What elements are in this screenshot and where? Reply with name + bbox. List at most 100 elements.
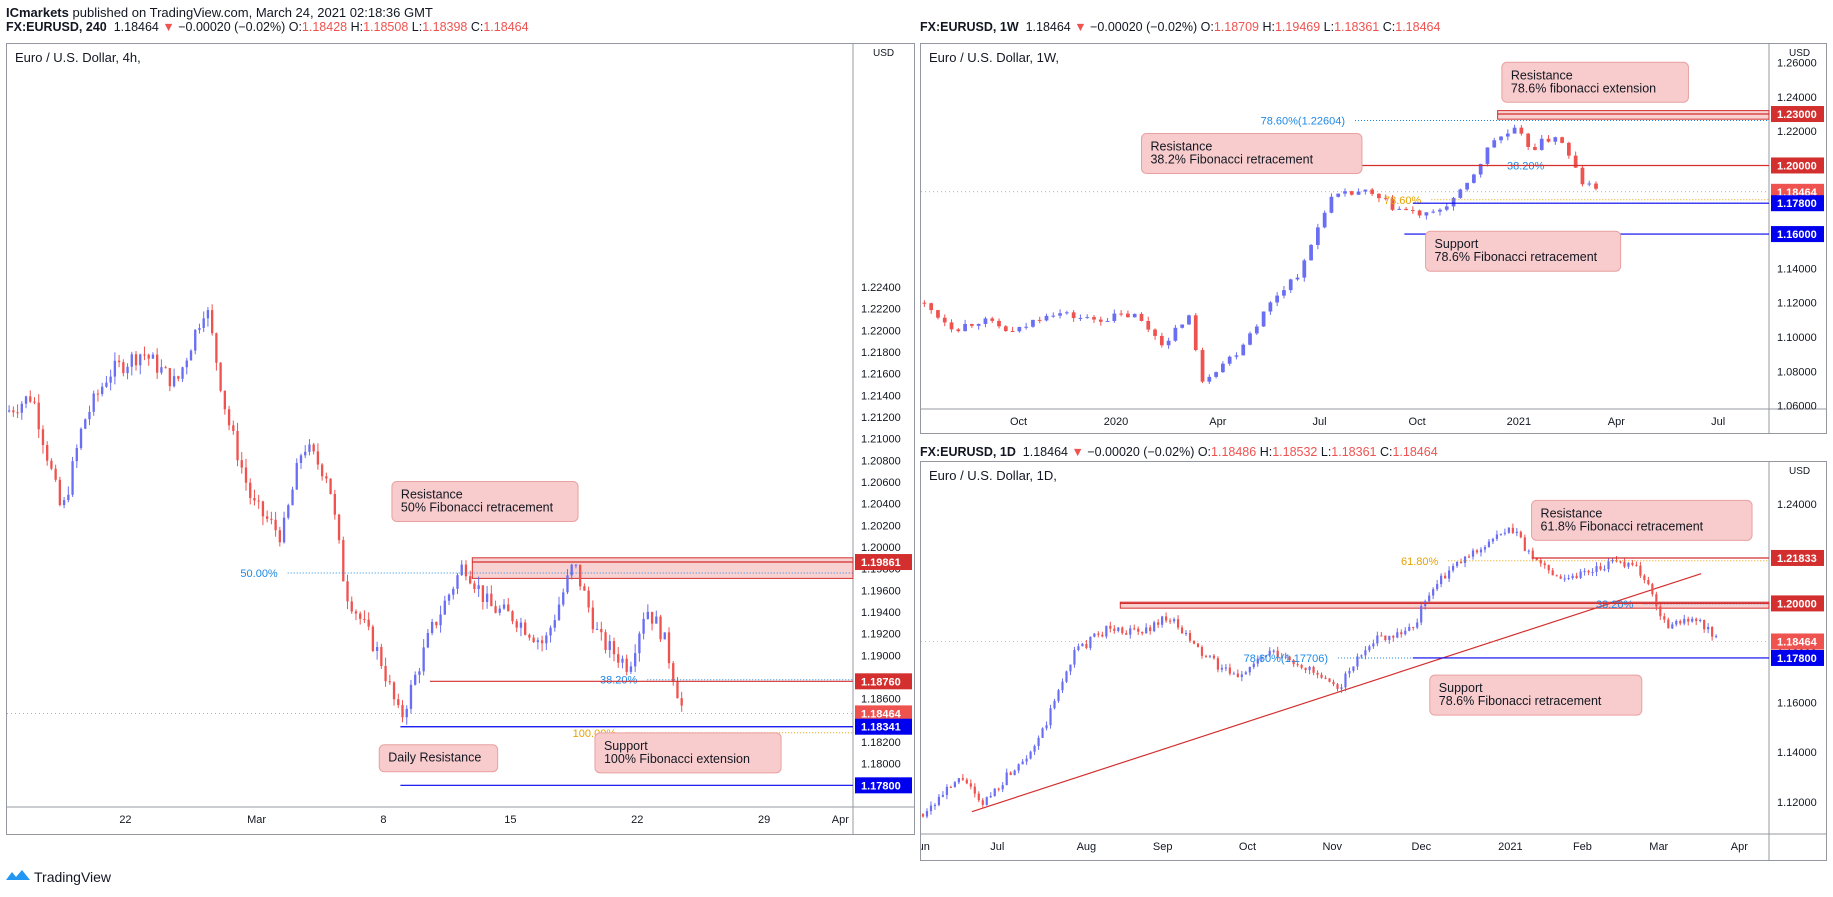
chart-panel-1d[interactable]: Euro / U.S. Dollar, 1D,USD1.240001.22000…: [912, 461, 1827, 861]
candle-body: [1272, 650, 1275, 652]
candle-body: [1611, 559, 1614, 562]
candle-body: [1292, 660, 1295, 665]
candle-body: [1017, 326, 1022, 332]
candle-body: [46, 444, 49, 461]
chart-panel-4h[interactable]: Euro / U.S. Dollar, 4h, 1.22400 1.22200 1.2…: [6, 43, 915, 835]
candle-body: [1380, 635, 1383, 637]
candle-body: [460, 564, 463, 576]
candle-body: [198, 327, 201, 330]
candle-body: [1248, 333, 1252, 345]
candle-body: [1284, 656, 1287, 658]
candle-body: [1092, 317, 1096, 320]
x-tick-label: Apr: [1608, 416, 1625, 428]
candle-body: [304, 451, 307, 456]
candle-body: [1352, 666, 1355, 671]
candle-body: [7, 410, 11, 412]
candle-body: [439, 614, 442, 626]
candle-body: [1256, 658, 1259, 664]
x-tick-label: Sep: [1153, 841, 1173, 853]
candle-body: [257, 500, 260, 502]
candle-body: [1432, 589, 1435, 596]
candle-body: [680, 698, 683, 706]
candle-body: [1384, 635, 1387, 641]
candle-body: [414, 674, 417, 685]
candle-body: [1711, 626, 1714, 637]
chart-panel-1w[interactable]: Euro / U.S. Dollar, 1W, 1.26000 1.24000 1.2…: [920, 43, 1827, 434]
candle-body: [981, 800, 984, 805]
candle-body: [1447, 570, 1451, 579]
candle-body: [350, 601, 353, 612]
candle-body: [1691, 618, 1694, 622]
chart-4h[interactable]: Euro / U.S. Dollar, 4h, 1.22400 1.22200 1.2…: [7, 44, 914, 834]
candle-body: [1539, 559, 1542, 564]
callout-text: 78.6% Fibonacci retracement: [1439, 694, 1602, 708]
candle-body: [957, 778, 960, 783]
candle-body: [949, 322, 954, 330]
candle-body: [333, 493, 336, 515]
candle-body: [1599, 566, 1602, 570]
candle-body: [447, 594, 451, 601]
candle-body: [422, 647, 425, 672]
header-change: −0.00020 (−0.02%): [1087, 445, 1195, 459]
candle-body: [58, 479, 62, 506]
candle-body: [1507, 527, 1510, 533]
candle-body: [1176, 619, 1180, 628]
header-low: 1.18398: [422, 20, 468, 34]
candle-body: [1571, 575, 1574, 579]
candle-body: [1390, 198, 1395, 210]
price-tag-bg: [1771, 106, 1824, 123]
candle-body: [993, 788, 996, 797]
candle-body: [1248, 666, 1251, 673]
candle-body: [1328, 678, 1331, 682]
candle-body: [1204, 655, 1208, 657]
candle-body: [185, 360, 188, 368]
candle-body: [464, 564, 468, 577]
candle-body: [925, 811, 929, 817]
y-tick-label: 1.22200: [861, 304, 901, 316]
x-tick-label: Mar: [247, 814, 266, 826]
y-tick-label: 1.21400: [861, 390, 901, 402]
candle-body: [507, 604, 510, 612]
trendline: [971, 573, 1702, 813]
candle-body: [1021, 761, 1024, 765]
candle-body: [1511, 527, 1514, 534]
candle-body: [367, 619, 370, 627]
price-tag-label: 1.20000: [1777, 160, 1817, 172]
candle-body: [1575, 575, 1578, 578]
chart-1d[interactable]: Euro / U.S. Dollar, 1D,USD1.240001.22000…: [912, 462, 1826, 860]
candle-body: [274, 519, 277, 531]
y-tick-label: 1.08000: [1777, 366, 1817, 378]
candle-body: [494, 606, 497, 613]
candle-body: [168, 368, 172, 387]
candle-body: [401, 705, 404, 718]
candle-body: [1276, 650, 1279, 658]
candle-body: [1224, 667, 1227, 669]
candle-body: [1533, 146, 1537, 150]
candle-body: [545, 635, 548, 644]
candle-body: [1322, 212, 1327, 228]
candle-body: [642, 618, 645, 634]
candle-body: [625, 658, 628, 672]
candle-body: [965, 779, 968, 784]
candle-body: [435, 621, 438, 626]
tradingview-brand[interactable]: TradingView: [6, 868, 111, 885]
candle-body: [1037, 737, 1040, 747]
candle-body: [617, 654, 620, 663]
candle-body: [1288, 656, 1291, 661]
candle-body: [215, 333, 218, 363]
candle-body: [160, 367, 163, 373]
candle-body: [528, 634, 531, 638]
candle-body: [629, 666, 633, 672]
candle-body: [143, 354, 146, 356]
header-price: 1.18464: [1025, 20, 1071, 34]
callout-text: Support: [604, 739, 648, 753]
chart-1w[interactable]: Euro / U.S. Dollar, 1W, 1.26000 1.24000 1.2…: [921, 44, 1826, 433]
candle-body: [1089, 636, 1092, 648]
x-tick-label: Jul: [1711, 416, 1725, 428]
y-tick-label: 1.21600: [861, 369, 901, 381]
candle-body: [1383, 198, 1388, 200]
header-symbol: FX:EURUSD, 1W: [920, 20, 1019, 34]
candle-body: [312, 444, 315, 452]
candle-body: [1161, 616, 1164, 625]
candle-body: [985, 797, 988, 805]
